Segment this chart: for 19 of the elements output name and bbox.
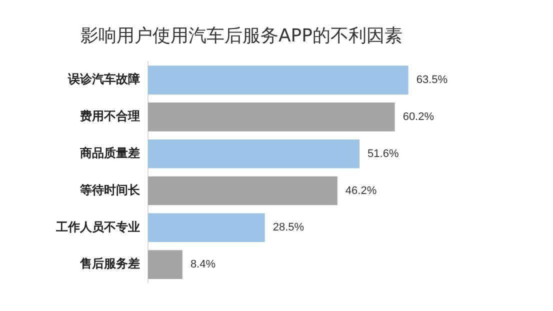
bar [148, 66, 408, 94]
y-tick-label: 费用不合理 [79, 109, 140, 124]
bar [148, 213, 265, 242]
data-label: 51.6% [368, 148, 399, 160]
data-label: 60.2% [402, 110, 434, 123]
data-label: 8.4% [190, 258, 216, 271]
y-tick-label: 等待时间长 [79, 182, 141, 197]
chart-title: 影响用户使用汽车后服务APP的不利因素 [80, 25, 403, 46]
bar [148, 102, 395, 132]
bar [148, 139, 360, 168]
data-label: 63.5% [416, 74, 448, 86]
y-tick-label: 工作人员不专业 [55, 220, 140, 234]
bar [148, 176, 338, 206]
y-tick-label: 商品质量差 [79, 146, 140, 160]
data-label: 46.2% [345, 184, 377, 197]
data-label: 28.5% [272, 222, 304, 234]
bar [148, 250, 182, 279]
y-tick-label: 误诊汽车故障 [67, 72, 140, 86]
y-tick-label: 售后服务差 [79, 256, 140, 271]
